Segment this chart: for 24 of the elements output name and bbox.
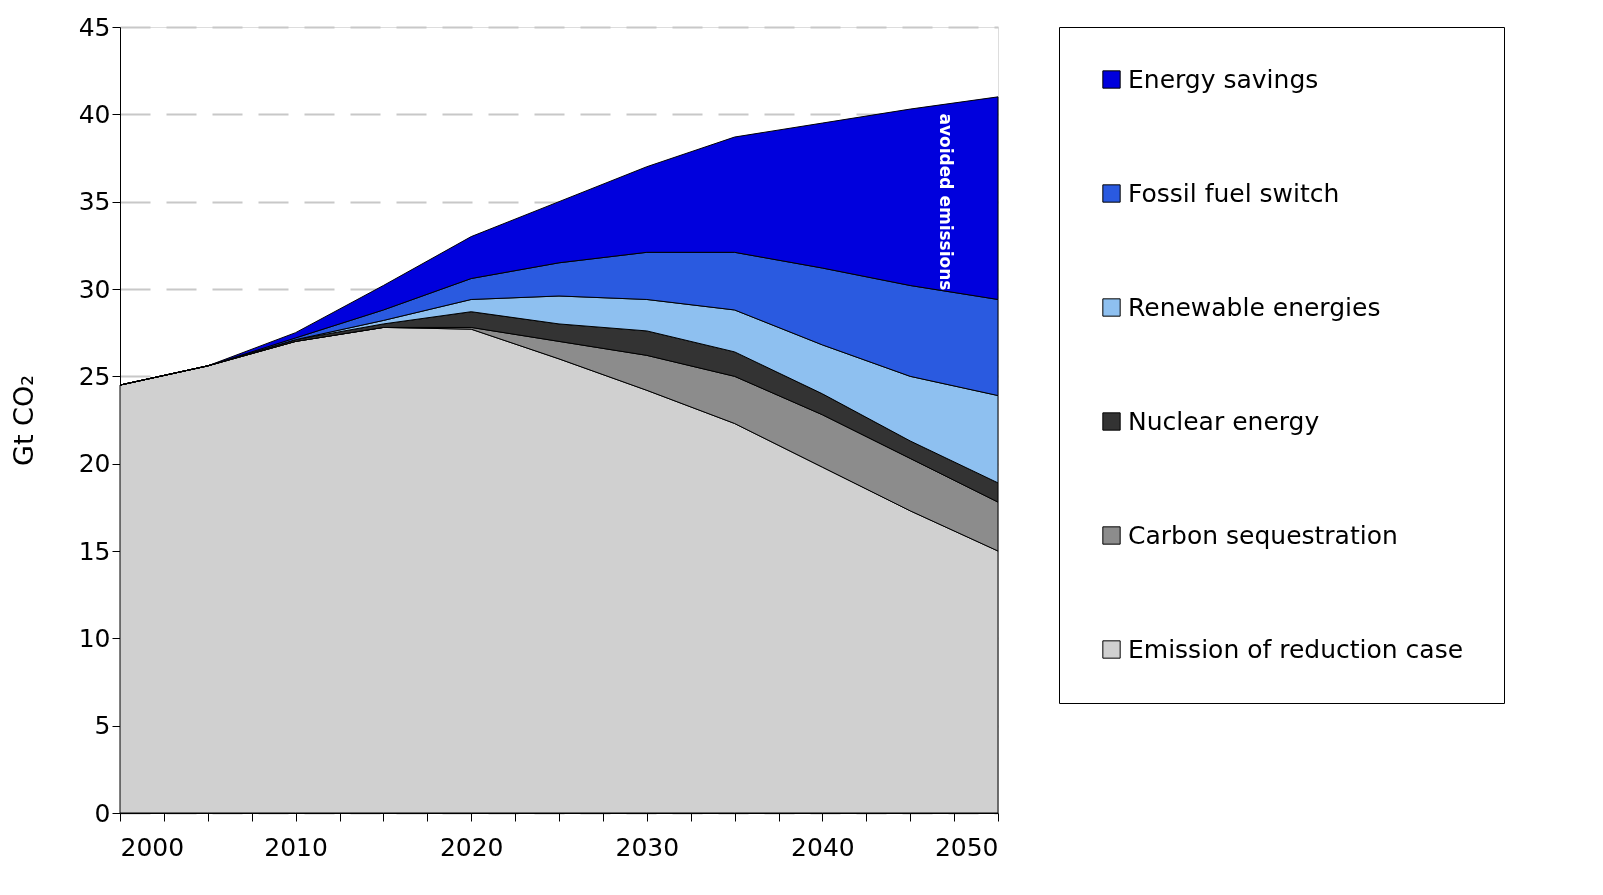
y-tick-label: 10 [78,623,111,653]
y-axis-title: Gt CO₂ [7,374,39,467]
x-tick-label: 2000 [120,832,185,862]
legend-label: Nuclear energy [1128,406,1320,436]
x-tick-label: 2050 [934,832,999,862]
legend-label: Carbon sequestration [1128,520,1398,550]
legend-label: Renewable energies [1128,292,1381,322]
y-tick-label: 20 [78,449,111,479]
x-tick-label: 2020 [439,832,504,862]
y-tick-label: 45 [78,12,111,42]
legend-label: Energy savings [1128,64,1319,94]
legend-label: Emission of reduction case [1128,634,1464,664]
y-tick-label: 25 [78,361,111,391]
legend-label: Fossil fuel switch [1128,178,1340,208]
x-tick-label: 2030 [615,832,680,862]
y-tick-label: 40 [78,99,111,129]
y-tick-label: 5 [94,711,111,741]
y-tick-label: 0 [94,798,111,828]
y-tick-label: 15 [78,536,111,566]
annotation: avoided emissions [936,113,956,291]
y-tick-label: 30 [78,274,111,304]
x-tick-label: 2010 [264,832,328,862]
x-tick-label: 2040 [791,832,855,862]
y-tick-label: 35 [78,187,111,217]
